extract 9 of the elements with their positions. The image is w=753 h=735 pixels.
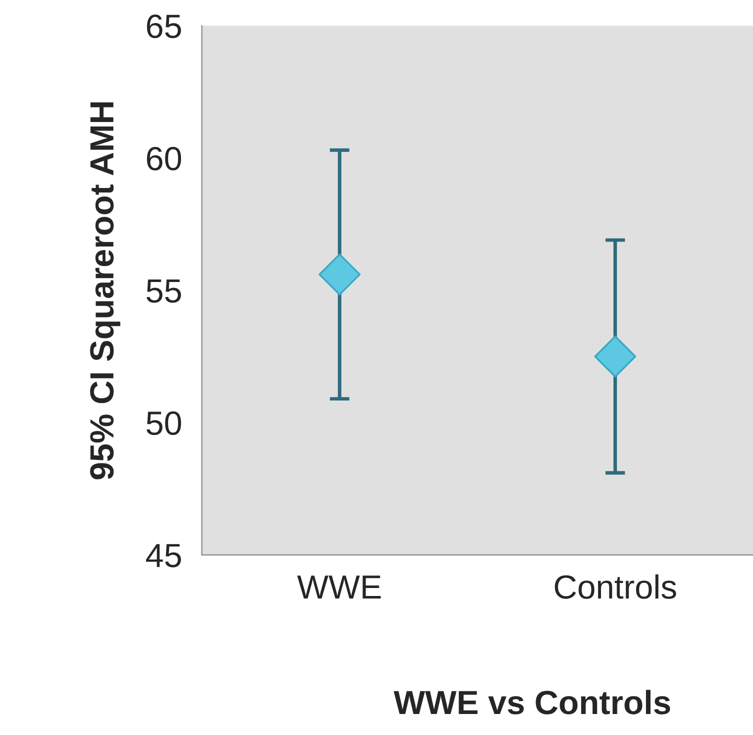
y-axis-title: 95% CI Squareroot AMH <box>90 102 120 480</box>
y-tick-label: 55 <box>146 279 181 303</box>
y-tick-label: 65 <box>146 14 181 38</box>
y-tick-label: 45 <box>146 544 181 568</box>
x-tick-label: Controls <box>554 574 676 599</box>
x-axis-title: WWE vs Controls <box>394 690 670 714</box>
y-tick-label: 50 <box>146 411 182 436</box>
y-tick-label: 60 <box>146 146 182 170</box>
x-tick-label: WWE <box>297 576 381 599</box>
